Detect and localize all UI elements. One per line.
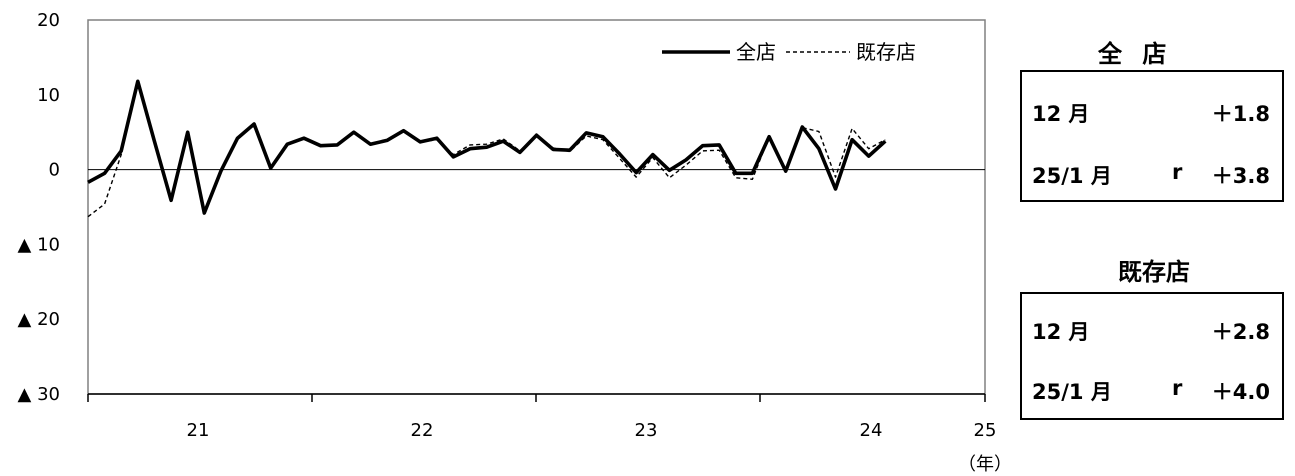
all-stores-series-line (87, 79, 887, 215)
row-revision-mark: r (1172, 160, 1183, 184)
y-tick-label: 0 (49, 160, 60, 181)
row-value: ＋3.8 (1211, 164, 1270, 188)
row-value: ＋4.0 (1211, 380, 1270, 404)
all-stores-panel: 12 月 ＋1.8 25/1 月 r ＋3.8 (1020, 70, 1284, 202)
row-label: 12 月 (1032, 102, 1090, 126)
x-axis-unit: （年） (958, 454, 1010, 475)
plot-frame (87, 19, 986, 395)
y-tick-label: 20 (37, 10, 60, 31)
y-tick-label: ▲ 30 (18, 384, 60, 405)
all-stores-row-2: 25/1 月 r ＋3.8 (1022, 160, 1282, 196)
legend-label: 既存店 (856, 40, 916, 64)
row-value: ＋1.8 (1211, 102, 1270, 126)
line-chart: 20 10 0 ▲ 10 ▲ 20 ▲ 30 21 22 23 24 25 （年） 全店 既存店 (18, 10, 1010, 475)
existing-stores-panel: 12 月 ＋2.8 25/1 月 r ＋4.0 (1020, 292, 1284, 420)
y-tick-label: ▲ 20 (18, 309, 60, 330)
row-value: ＋2.8 (1211, 320, 1270, 344)
y-tick-label: ▲ 10 (18, 234, 60, 255)
row-label: 25/1 月 (1032, 380, 1112, 404)
x-tick-label: 25 (974, 420, 997, 441)
all-stores-row-1: 12 月 ＋1.8 (1022, 98, 1282, 134)
x-tick-label: 21 (187, 420, 210, 441)
row-label: 25/1 月 (1032, 164, 1112, 188)
existing-stores-row-1: 12 月 ＋2.8 (1022, 316, 1282, 352)
all-stores-title: 全 店 (1098, 40, 1173, 68)
row-revision-mark: r (1172, 376, 1183, 400)
x-tick-label: 22 (411, 420, 434, 441)
existing-stores-row-2: 25/1 月 r ＋4.0 (1022, 376, 1282, 412)
y-tick-label: 10 (37, 85, 60, 106)
x-tick-label: 24 (860, 420, 883, 441)
x-tick-label: 23 (635, 420, 658, 441)
existing-stores-title: 既存店 (1118, 258, 1190, 286)
row-label: 12 月 (1032, 320, 1090, 344)
legend-label: 全店 (736, 40, 776, 64)
